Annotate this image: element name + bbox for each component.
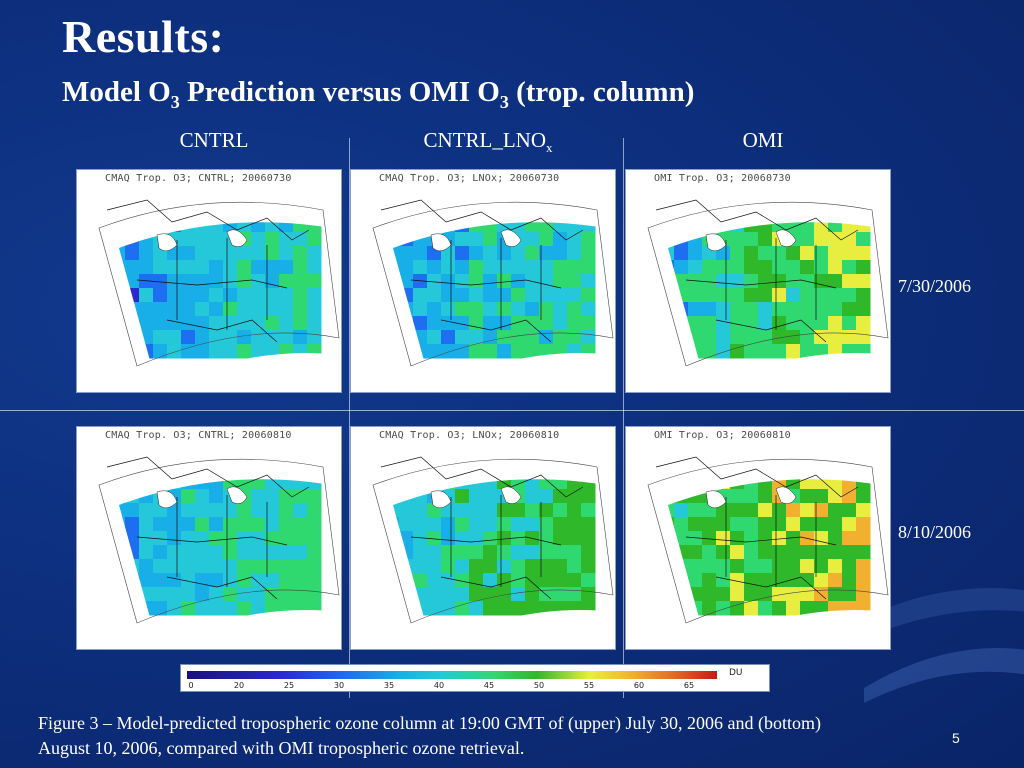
column-divider <box>623 138 624 698</box>
colorbar-tick-label: 20 <box>233 681 245 690</box>
column-header-cntrl-lnox: CNTRL_LNOx <box>423 128 553 156</box>
figure-caption: Figure 3 – Model-predicted tropospheric … <box>38 711 1024 761</box>
colorbar-tick-label: 45 <box>483 681 495 690</box>
map-panel: OMI Trop. O3; 20060730 <box>625 169 891 393</box>
colorbar: 0 20 25 30 35 40 45 50 55 60 65 DU <box>180 664 770 692</box>
colorbar-tick-label: 65 <box>683 681 695 690</box>
colorbar-tick-label: 25 <box>283 681 295 690</box>
map-panel-title: CMAQ Trop. O3; LNOx; 20060730 <box>379 173 560 184</box>
map-panel-title: OMI Trop. O3; 20060810 <box>654 430 791 441</box>
slide-subtitle: Model O3 Prediction versus OMI O3 (trop.… <box>62 76 695 112</box>
colorbar-ticks: 0 20 25 30 35 40 45 50 55 60 65 <box>187 680 717 692</box>
map-graphic <box>372 456 614 624</box>
map-panel: CMAQ Trop. O3; CNTRL; 20060730 <box>76 169 342 393</box>
map-panel: OMI Trop. O3; 20060810 <box>625 426 891 650</box>
page-number: 5 <box>952 730 960 746</box>
row-date-label: 7/30/2006 <box>898 276 972 296</box>
colorbar-tick-label: 30 <box>333 681 345 690</box>
column-header-omi: OMI <box>742 128 784 152</box>
colorbar-unit: DU <box>729 668 743 678</box>
map-panel-title: CMAQ Trop. O3; CNTRL; 20060730 <box>105 173 292 184</box>
caption-line: August 10, 2006, compared with OMI tropo… <box>38 738 525 758</box>
map-graphic <box>98 199 340 367</box>
map-panel: CMAQ Trop. O3; LNOx; 20060810 <box>350 426 616 650</box>
map-panel-title: OMI Trop. O3; 20060730 <box>654 173 791 184</box>
colorbar-tick-label: 55 <box>583 681 595 690</box>
colorbar-tick-label: 35 <box>383 681 395 690</box>
map-panel: CMAQ Trop. O3; LNOx; 20060730 <box>350 169 616 393</box>
colorbar-tick-label: 0 <box>188 681 194 690</box>
colorbar-gradient <box>187 671 717 679</box>
map-panel: CMAQ Trop. O3; CNTRL; 20060810 <box>76 426 342 650</box>
map-panel-title: CMAQ Trop. O3; CNTRL; 20060810 <box>105 430 292 441</box>
colorbar-tick-label: 60 <box>633 681 645 690</box>
colorbar-tick-label: 40 <box>433 681 445 690</box>
column-header-cntrl: CNTRL <box>179 128 249 152</box>
map-panel-title: CMAQ Trop. O3; LNOx; 20060810 <box>379 430 560 441</box>
caption-line: Figure 3 – Model-predicted tropospheric … <box>38 713 822 733</box>
row-divider <box>0 410 1024 411</box>
column-divider <box>349 138 350 698</box>
colorbar-tick-label: 50 <box>533 681 545 690</box>
row-date-label: 8/10/2006 <box>898 522 972 542</box>
map-graphic <box>98 456 340 624</box>
decorative-swoosh <box>844 588 1024 703</box>
slide-title: Results: <box>62 11 225 62</box>
map-graphic <box>647 456 889 624</box>
map-graphic <box>372 199 614 367</box>
map-graphic <box>647 199 889 367</box>
